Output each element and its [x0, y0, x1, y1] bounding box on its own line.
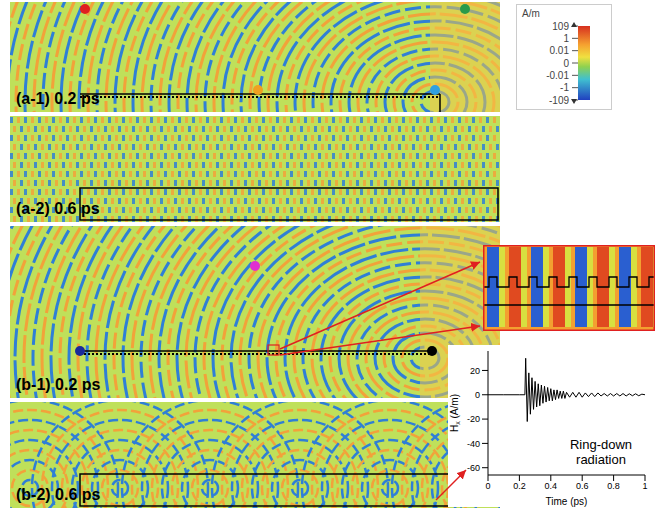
svg-text:0.6: 0.6 — [576, 481, 589, 491]
svg-text:1: 1 — [642, 481, 647, 491]
svg-text:20: 20 — [470, 366, 480, 376]
svg-text:-109: -109 — [549, 95, 569, 106]
svg-text:1: 1 — [563, 33, 569, 44]
html-text:(b-2) 0.6 ps: (b-2) 0.6 ps — [16, 486, 101, 503]
svg-text:0.4: 0.4 — [545, 481, 558, 491]
svg-text:0: 0 — [563, 58, 569, 69]
html-text:Ring-down radiation: Ring-down radiation — [569, 437, 633, 467]
svg-text:0.2: 0.2 — [513, 481, 526, 491]
svg-text:0.8: 0.8 — [607, 481, 620, 491]
svg-text:109: 109 — [552, 21, 569, 32]
svg-text:0.01: 0.01 — [550, 45, 570, 56]
svg-text:Hx (A/m): Hx (A/m) — [449, 394, 461, 432]
svg-text:Time (ps): Time (ps) — [546, 496, 588, 507]
html-text:(a-2) 0.6 ps: (a-2) 0.6 ps — [16, 200, 100, 217]
html-text:(a-1) 0.2 ps: (a-1) 0.2 ps — [16, 90, 100, 107]
svg-text:-60: -60 — [467, 463, 480, 473]
svg-text:0: 0 — [475, 390, 480, 400]
svg-text:A/m: A/m — [522, 8, 540, 19]
html-text:(b-1) 0.2 ps: (b-1) 0.2 ps — [16, 376, 101, 393]
svg-text:0: 0 — [485, 481, 490, 491]
svg-text:-0.01: -0.01 — [546, 70, 569, 81]
svg-text:-20: -20 — [467, 414, 480, 424]
svg-text:-1: -1 — [560, 82, 569, 93]
svg-text:-40: -40 — [467, 439, 480, 449]
